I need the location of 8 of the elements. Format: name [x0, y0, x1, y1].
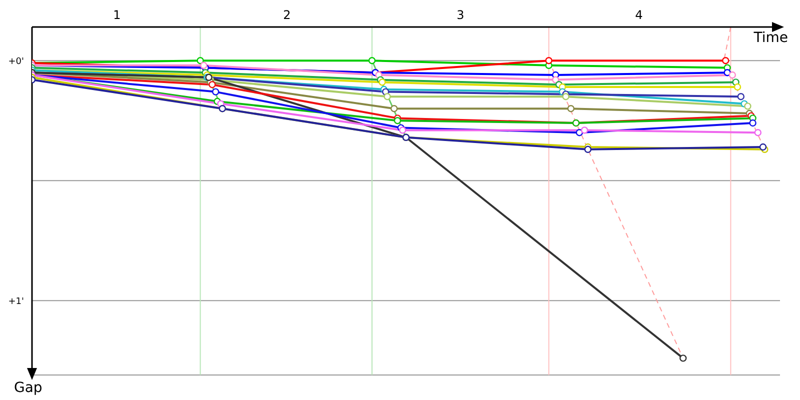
x-tick-label: 4: [635, 8, 643, 22]
y-axis-title: Gap: [14, 380, 42, 396]
x-axis-title: Time: [754, 30, 788, 46]
x-tick-label: 3: [456, 8, 464, 22]
x-tick-label: 1: [113, 8, 121, 22]
x-tick-label: 2: [283, 8, 291, 22]
y-tick-label: +0': [8, 56, 24, 67]
y-tick-label: +1': [8, 296, 24, 307]
